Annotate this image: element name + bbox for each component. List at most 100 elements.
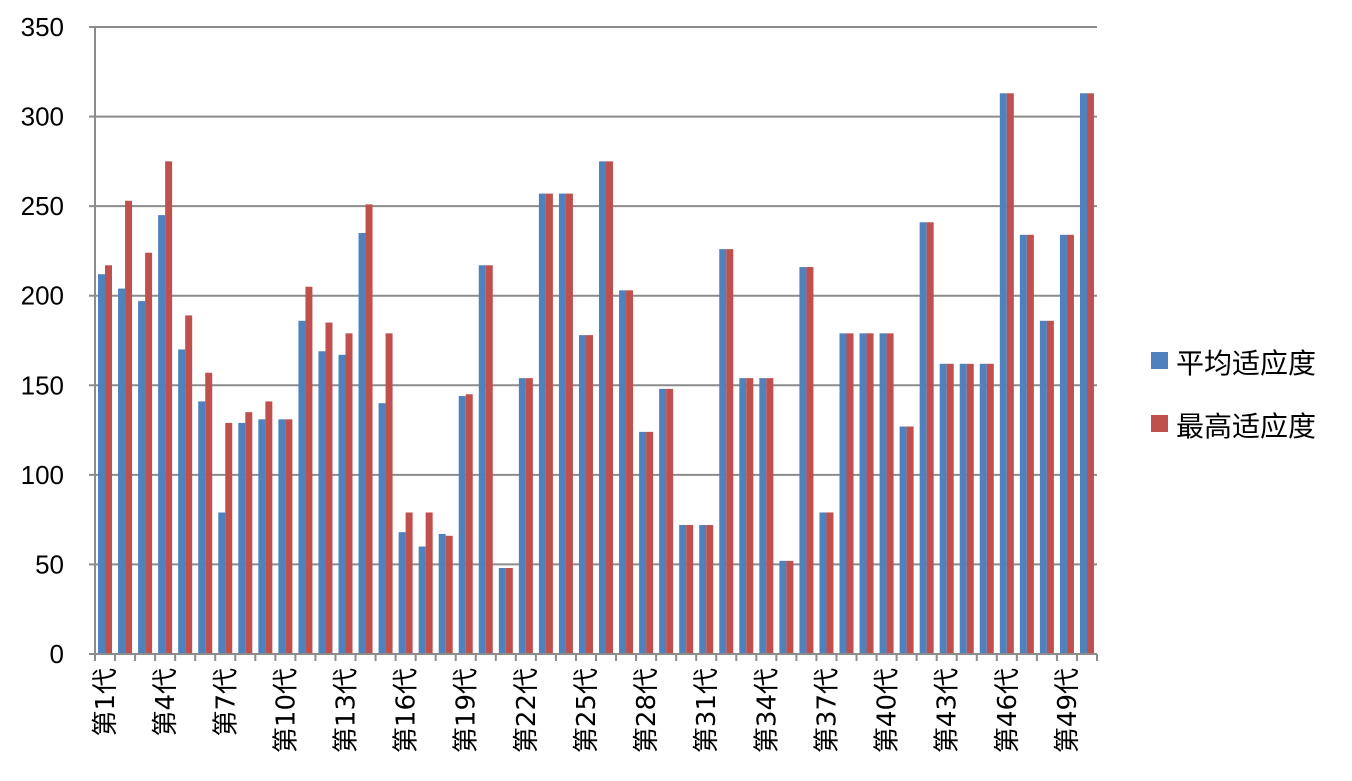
bar-average-15 (378, 403, 386, 654)
bars (98, 93, 1094, 655)
bar-average-38 (839, 333, 847, 654)
bar-average-26 (599, 161, 607, 654)
bar-average-11 (298, 320, 306, 654)
bar-average-29 (659, 388, 667, 654)
bar-max-41 (906, 426, 914, 654)
bar-max-10 (285, 419, 293, 654)
y-axis-tick-labels: 0 50 100 150 200 250 300 350 (21, 12, 64, 669)
bar-max-5 (185, 315, 193, 654)
bar-average-33 (739, 378, 747, 654)
bar-max-34 (766, 378, 774, 654)
bar-max-29 (666, 388, 674, 654)
y-tick-label: 250 (21, 191, 64, 221)
x-tick-label: 第43代 (933, 668, 963, 753)
bar-max-3 (145, 252, 153, 654)
axes (89, 26, 1098, 661)
bar-max-13 (345, 333, 353, 654)
bar-average-24 (558, 193, 566, 655)
bar-max-49 (1066, 234, 1074, 654)
bar-average-50 (1079, 93, 1087, 655)
bar-max-44 (966, 363, 974, 654)
bar-average-42 (919, 222, 927, 654)
x-tick-label: 第19代 (452, 668, 482, 753)
x-tick-label: 第37代 (812, 668, 842, 753)
bar-max-23 (545, 193, 553, 655)
x-tick-label: 第1代 (91, 668, 121, 737)
bar-max-36 (806, 267, 814, 654)
bar-average-20 (478, 265, 486, 654)
legend-swatch-average (1151, 352, 1168, 369)
bar-max-37 (826, 512, 834, 654)
y-tick-label: 300 (21, 102, 64, 132)
bar-max-47 (1026, 234, 1034, 654)
bar-average-18 (438, 533, 446, 654)
x-tick-label: 第31代 (692, 668, 722, 753)
y-tick-label: 150 (21, 370, 64, 400)
bar-max-45 (986, 363, 994, 654)
legend-label-average: 平均适应度 (1176, 347, 1316, 380)
bar-average-44 (959, 363, 967, 654)
bar-max-2 (125, 200, 133, 655)
bar-max-46 (1006, 93, 1014, 655)
bar-max-48 (1046, 320, 1054, 654)
bar-average-35 (779, 560, 787, 654)
bar-average-25 (578, 335, 586, 654)
bar-average-48 (1039, 320, 1047, 654)
bar-max-31 (706, 525, 714, 654)
bar-max-19 (465, 394, 473, 654)
bar-max-18 (445, 535, 453, 654)
bar-max-35 (786, 560, 794, 654)
x-tick-label: 第46代 (993, 668, 1023, 753)
bar-max-24 (565, 193, 573, 655)
bar-average-17 (418, 546, 426, 654)
bar-max-8 (245, 412, 253, 654)
bar-average-45 (979, 363, 987, 654)
y-tick-label: 350 (21, 12, 64, 42)
bar-max-6 (205, 372, 213, 654)
bar-average-28 (639, 431, 647, 654)
bar-average-23 (538, 193, 546, 655)
bar-average-47 (1019, 234, 1027, 654)
bar-average-49 (1059, 234, 1067, 654)
bar-average-3 (138, 301, 146, 654)
y-tick-label: 50 (35, 549, 64, 579)
x-tick-label: 第49代 (1053, 668, 1083, 753)
legend: 平均适应度 最高适应度 (1151, 347, 1316, 443)
bar-average-34 (759, 378, 767, 654)
bar-average-21 (498, 568, 506, 654)
y-tick-label: 0 (50, 639, 64, 669)
bar-max-16 (405, 512, 413, 654)
bar-average-10 (278, 419, 286, 654)
bar-max-40 (886, 333, 894, 654)
bar-average-36 (799, 267, 807, 654)
x-axis-tick-labels: 第1代 第4代 第7代 第10代 第13代 第16代 第19代 第22代 第25代 第28代 第31… (91, 668, 1083, 753)
bar-max-15 (385, 333, 393, 654)
x-tick-label: 第34代 (752, 668, 782, 753)
bar-average-13 (338, 354, 346, 654)
x-tick-label: 第7代 (211, 668, 241, 737)
y-tick-label: 200 (21, 281, 64, 311)
legend-label-max: 最高适应度 (1176, 410, 1316, 443)
bar-average-2 (118, 288, 126, 654)
bar-max-30 (686, 525, 694, 654)
bar-average-32 (719, 249, 727, 654)
bar-average-43 (939, 363, 947, 654)
bar-max-4 (165, 161, 173, 654)
bar-max-25 (585, 335, 593, 654)
bar-max-33 (746, 378, 754, 654)
bar-average-39 (859, 333, 867, 654)
bar-average-31 (699, 525, 707, 654)
bar-average-19 (458, 396, 466, 654)
x-tick-label: 第10代 (271, 668, 301, 753)
bar-max-43 (946, 363, 954, 654)
bar-max-21 (505, 568, 513, 654)
x-tick-label: 第40代 (873, 668, 903, 753)
bar-max-27 (626, 290, 634, 654)
bar-average-27 (619, 290, 627, 654)
bar-average-5 (178, 349, 186, 654)
x-tick-label: 第22代 (512, 668, 542, 753)
bar-average-14 (358, 233, 366, 654)
bar-max-39 (866, 333, 874, 654)
bar-max-11 (305, 286, 313, 654)
